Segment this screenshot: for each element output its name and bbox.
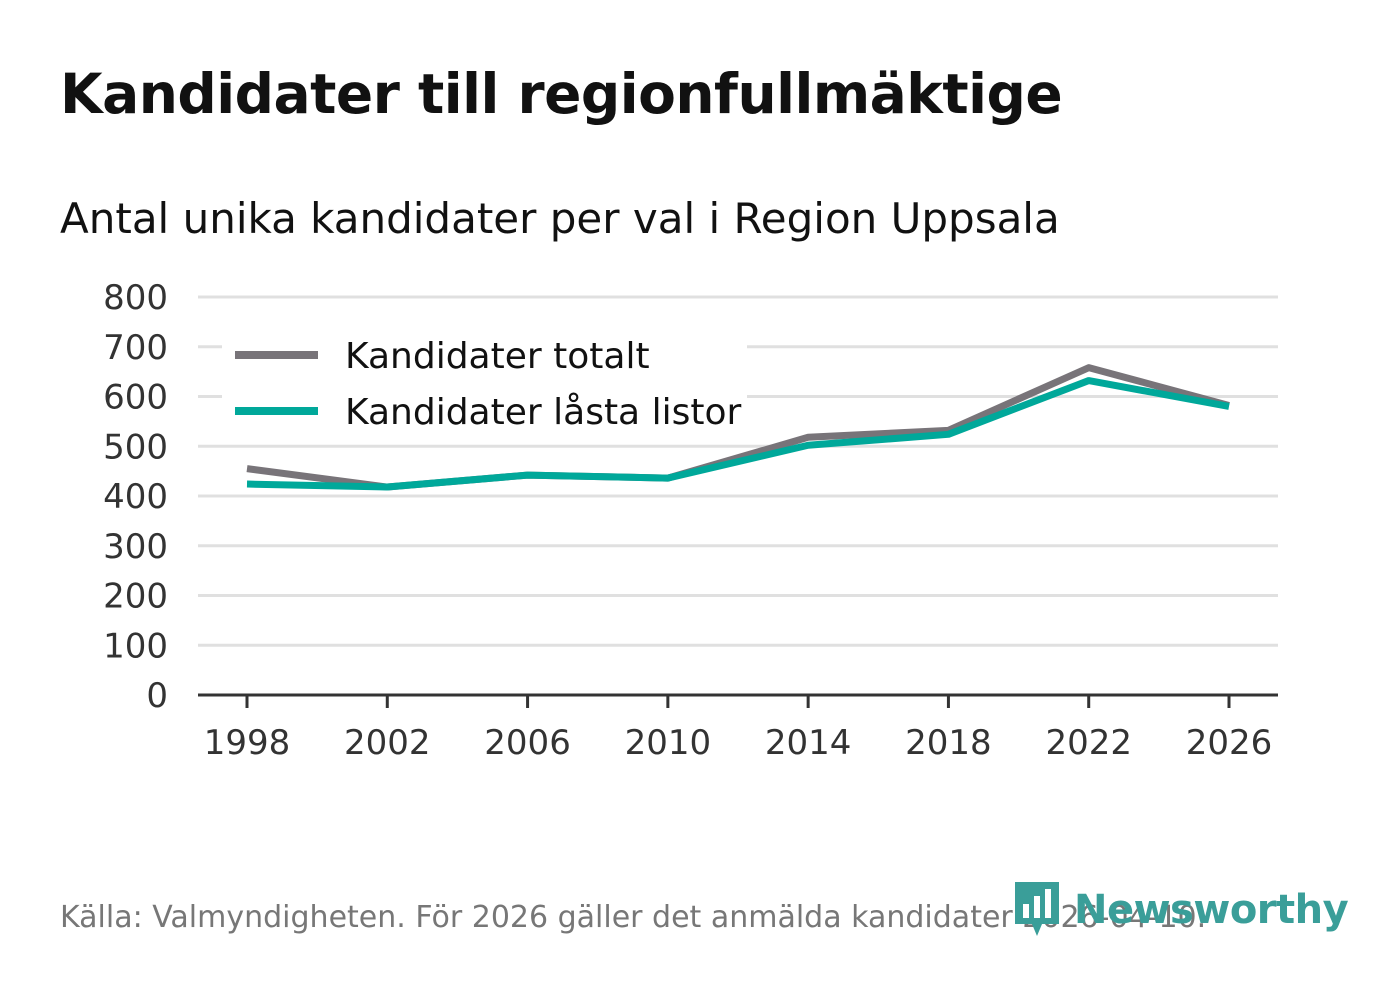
y-tick-label: 500 bbox=[103, 427, 168, 467]
x-tick-label: 2010 bbox=[625, 723, 712, 763]
y-tick-label: 800 bbox=[103, 278, 168, 318]
bar-chart-icon bbox=[1015, 882, 1059, 936]
y-axis-ticks: 0 100 200 300 400 500 600 700 800 bbox=[103, 278, 168, 716]
legend: Kandidater totalt Kandidater låsta listor bbox=[222, 328, 747, 440]
y-tick-label: 700 bbox=[103, 328, 168, 368]
chart-subtitle: Antal unika kandidater per val i Region … bbox=[60, 194, 1060, 243]
series-line-locked-lists bbox=[246, 377, 1230, 491]
logo-text: Newsworthy bbox=[1074, 887, 1349, 933]
y-tick-label: 0 bbox=[146, 676, 168, 716]
legend-label: Kandidater totalt bbox=[345, 336, 650, 377]
newsworthy-logo: Newsworthy bbox=[1012, 880, 1349, 940]
x-tick-label: 1998 bbox=[204, 723, 291, 763]
x-tick-label: 2014 bbox=[765, 723, 852, 763]
x-tick-label: 2006 bbox=[484, 723, 571, 763]
y-tick-label: 400 bbox=[103, 477, 168, 517]
chart-title: Kandidater till regionfullmäktige bbox=[60, 62, 1063, 126]
x-tick-label: 2018 bbox=[905, 723, 992, 763]
y-tick-label: 200 bbox=[103, 577, 168, 617]
x-tick-label: 2022 bbox=[1045, 723, 1132, 763]
legend-background bbox=[222, 328, 747, 440]
legend-label: Kandidater låsta listor bbox=[345, 392, 741, 433]
x-tick-label: 2026 bbox=[1186, 723, 1273, 763]
y-tick-label: 300 bbox=[103, 527, 168, 567]
x-tick-label: 2002 bbox=[344, 723, 431, 763]
series-lines bbox=[246, 364, 1230, 491]
x-axis-ticks: 1998 2002 2006 2010 2014 2018 2022 2026 bbox=[198, 693, 1278, 763]
y-tick-label: 600 bbox=[103, 378, 168, 418]
y-tick-label: 100 bbox=[103, 626, 168, 666]
